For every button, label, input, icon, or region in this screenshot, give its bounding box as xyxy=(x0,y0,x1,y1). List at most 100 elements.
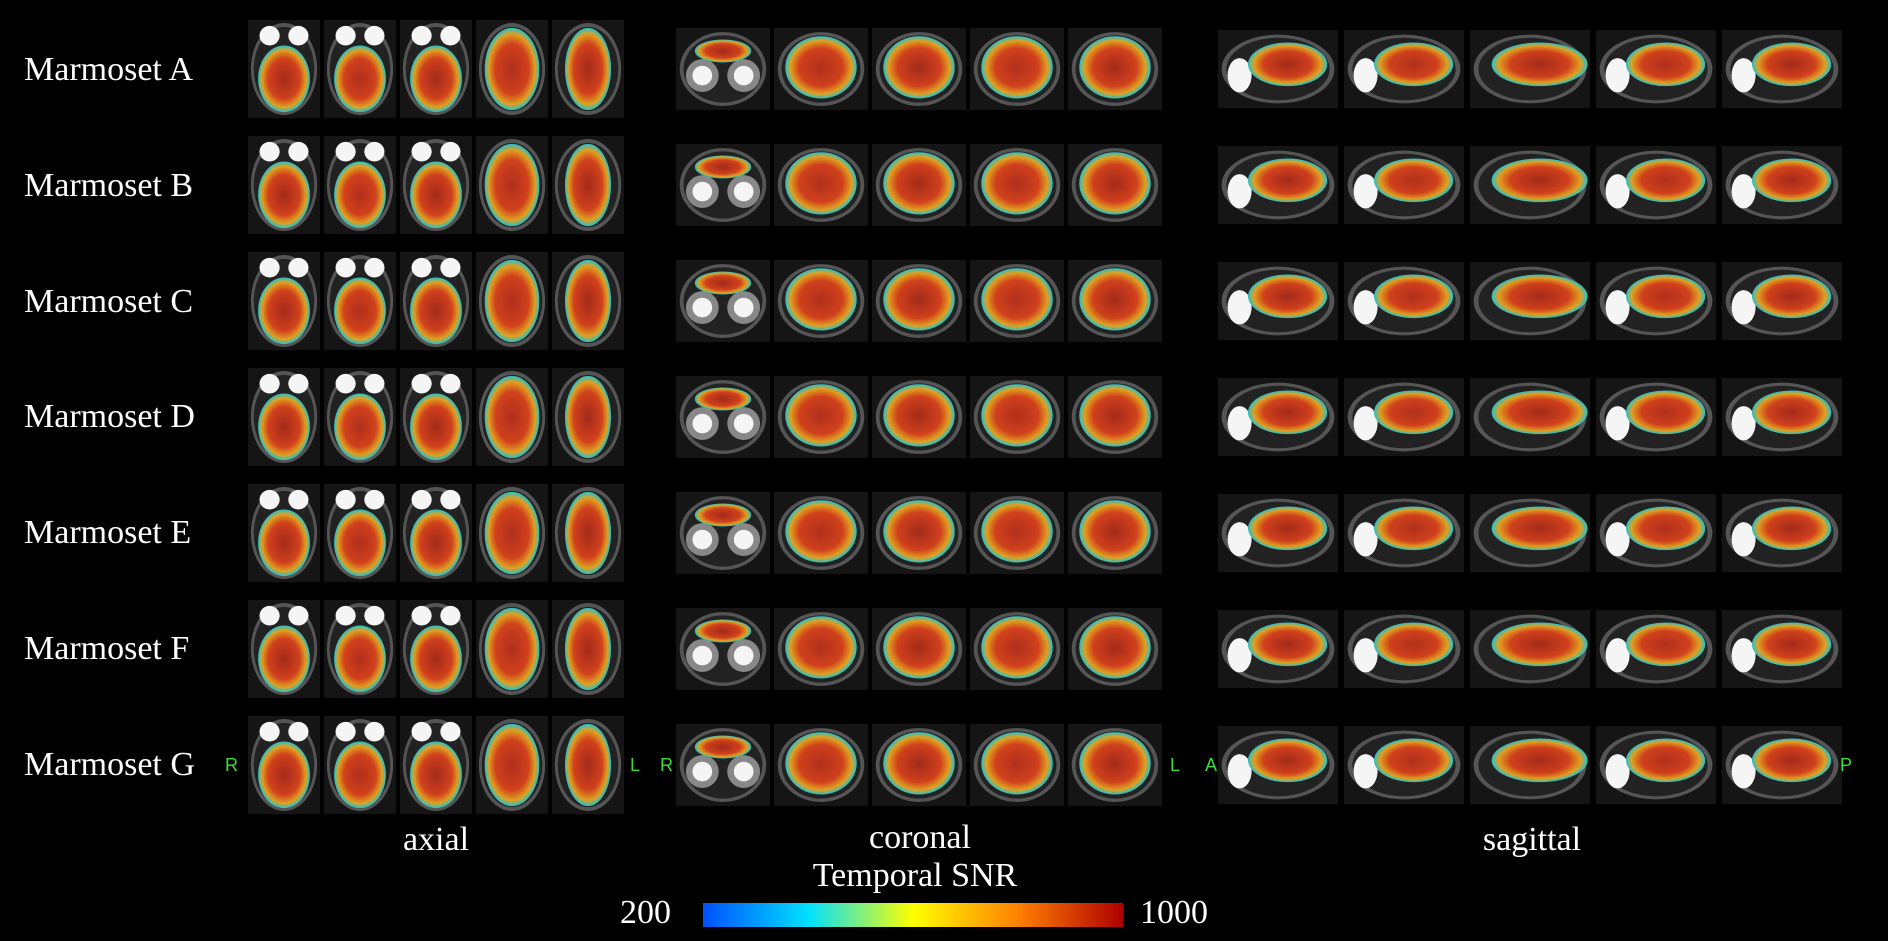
sagittal-slice-image xyxy=(1722,146,1842,224)
sagittal-slice-image xyxy=(1596,262,1716,340)
coronal-slice-image xyxy=(1068,28,1162,110)
axial-slice-image xyxy=(476,600,548,698)
coronal-slice-image xyxy=(872,260,966,342)
sagittal-slice-image xyxy=(1722,378,1842,456)
axial-slice-image xyxy=(324,20,396,118)
axial-slice-image xyxy=(476,252,548,350)
sagittal-slice-image xyxy=(1218,262,1338,340)
coronal-slice-image xyxy=(872,376,966,458)
row-label: Marmoset D xyxy=(24,398,195,435)
coronal-slice-image xyxy=(1068,144,1162,226)
sagittal-slice-image xyxy=(1596,378,1716,456)
sagittal-slice-image xyxy=(1470,30,1590,108)
sagittal-slice-image xyxy=(1470,146,1590,224)
axial-slice-image xyxy=(400,252,472,350)
axial-slice-image xyxy=(248,368,320,466)
sagittal-slice-image xyxy=(1722,726,1842,804)
sagittal-slice-image xyxy=(1596,610,1716,688)
coronal-slice-image xyxy=(970,28,1064,110)
sagittal-slice-image xyxy=(1344,726,1464,804)
row-label: Marmoset F xyxy=(24,630,190,667)
axial-slice-image xyxy=(324,252,396,350)
coronal-slice-image xyxy=(872,492,966,574)
sagittal-slice-image xyxy=(1722,262,1842,340)
sagittal-slice-image xyxy=(1596,146,1716,224)
coronal-slice-image xyxy=(970,260,1064,342)
coronal-slice-image xyxy=(872,608,966,690)
row-label: Marmoset A xyxy=(24,51,194,88)
sagittal-slice-image xyxy=(1344,30,1464,108)
axial-slice-image xyxy=(552,368,624,466)
coronal-slice-image xyxy=(774,608,868,690)
axial-slice-image xyxy=(552,600,624,698)
row-label: Marmoset C xyxy=(24,283,194,320)
axial-slice-image xyxy=(400,716,472,814)
axial-slice-image xyxy=(400,136,472,234)
sagittal-slice-image xyxy=(1344,262,1464,340)
coronal-slice-image xyxy=(1068,260,1162,342)
sagittal-slice-image xyxy=(1470,726,1590,804)
sagittal-slice-image xyxy=(1470,262,1590,340)
orientation-sagittal-right: P xyxy=(1840,755,1853,775)
axial-slice-image xyxy=(552,252,624,350)
sagittal-slice-image xyxy=(1722,494,1842,572)
sagittal-slice-image xyxy=(1470,378,1590,456)
coronal-slice-image xyxy=(676,492,770,574)
axial-slice-image xyxy=(324,136,396,234)
panel-label-sagittal: sagittal xyxy=(1482,821,1582,858)
axial-slice-image xyxy=(248,20,320,118)
sagittal-slice-image xyxy=(1596,30,1716,108)
axial-slice-image xyxy=(248,600,320,698)
coronal-slice-image xyxy=(1068,608,1162,690)
axial-slice-image xyxy=(552,716,624,814)
coronal-slice-image xyxy=(872,28,966,110)
axial-slice-image xyxy=(248,484,320,582)
colorbar-gradient xyxy=(703,903,1123,927)
orientation-coronal-right: L xyxy=(1170,755,1181,775)
sagittal-slice-image xyxy=(1722,610,1842,688)
axial-slice-image xyxy=(476,136,548,234)
panel-label-coronal: coronal xyxy=(869,819,971,856)
coronal-slice-image xyxy=(970,376,1064,458)
axial-slice-image xyxy=(552,20,624,118)
coronal-slice-image xyxy=(1068,492,1162,574)
axial-slice-image xyxy=(324,368,396,466)
sagittal-slice-image xyxy=(1470,610,1590,688)
coronal-slice-image xyxy=(774,724,868,806)
panel-label-axial: axial xyxy=(402,821,470,858)
sagittal-slice-image xyxy=(1218,726,1338,804)
coronal-slice-image xyxy=(872,144,966,226)
sagittal-slice-image xyxy=(1218,146,1338,224)
coronal-slice-image xyxy=(1068,376,1162,458)
coronal-slice-image xyxy=(774,28,868,110)
axial-slice-image xyxy=(248,716,320,814)
row-label: Marmoset E xyxy=(24,514,192,551)
colorbar-title: Temporal SNR xyxy=(812,857,1018,894)
axial-slice-image xyxy=(552,484,624,582)
orientation-axial-right: L xyxy=(630,755,641,775)
coronal-slice-image xyxy=(1068,724,1162,806)
coronal-slice-image xyxy=(774,260,868,342)
axial-slice-image xyxy=(476,716,548,814)
row-label: Marmoset B xyxy=(24,167,194,204)
axial-slice-image xyxy=(400,484,472,582)
axial-slice-image xyxy=(324,484,396,582)
coronal-slice-image xyxy=(970,144,1064,226)
axial-slice-image xyxy=(476,20,548,118)
sagittal-slice-image xyxy=(1344,610,1464,688)
coronal-slice-image xyxy=(970,492,1064,574)
coronal-slice-image xyxy=(970,724,1064,806)
sagittal-slice-image xyxy=(1218,610,1338,688)
sagittal-slice-image xyxy=(1596,726,1716,804)
axial-slice-image xyxy=(400,20,472,118)
orientation-sagittal-left: A xyxy=(1205,755,1218,775)
colorbar-max-label: 1000 xyxy=(1140,894,1208,931)
sagittal-slice-image xyxy=(1344,378,1464,456)
sagittal-slice-image xyxy=(1218,378,1338,456)
axial-slice-image xyxy=(476,484,548,582)
sagittal-slice-image xyxy=(1344,146,1464,224)
coronal-slice-image xyxy=(676,608,770,690)
orientation-axial-left: R xyxy=(225,755,238,775)
axial-slice-image xyxy=(552,136,624,234)
axial-slice-image xyxy=(248,252,320,350)
